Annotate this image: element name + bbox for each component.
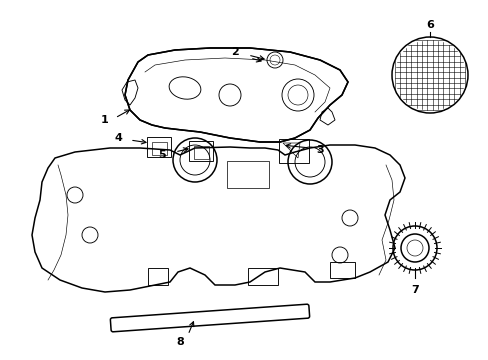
Text: 6: 6 [425, 20, 433, 30]
Text: 7: 7 [410, 285, 418, 295]
Text: 2: 2 [231, 47, 238, 57]
Text: 3: 3 [316, 145, 323, 155]
Text: 5: 5 [158, 150, 165, 160]
Text: 4: 4 [114, 133, 122, 143]
Text: 8: 8 [176, 337, 183, 347]
Text: 1: 1 [101, 115, 109, 125]
